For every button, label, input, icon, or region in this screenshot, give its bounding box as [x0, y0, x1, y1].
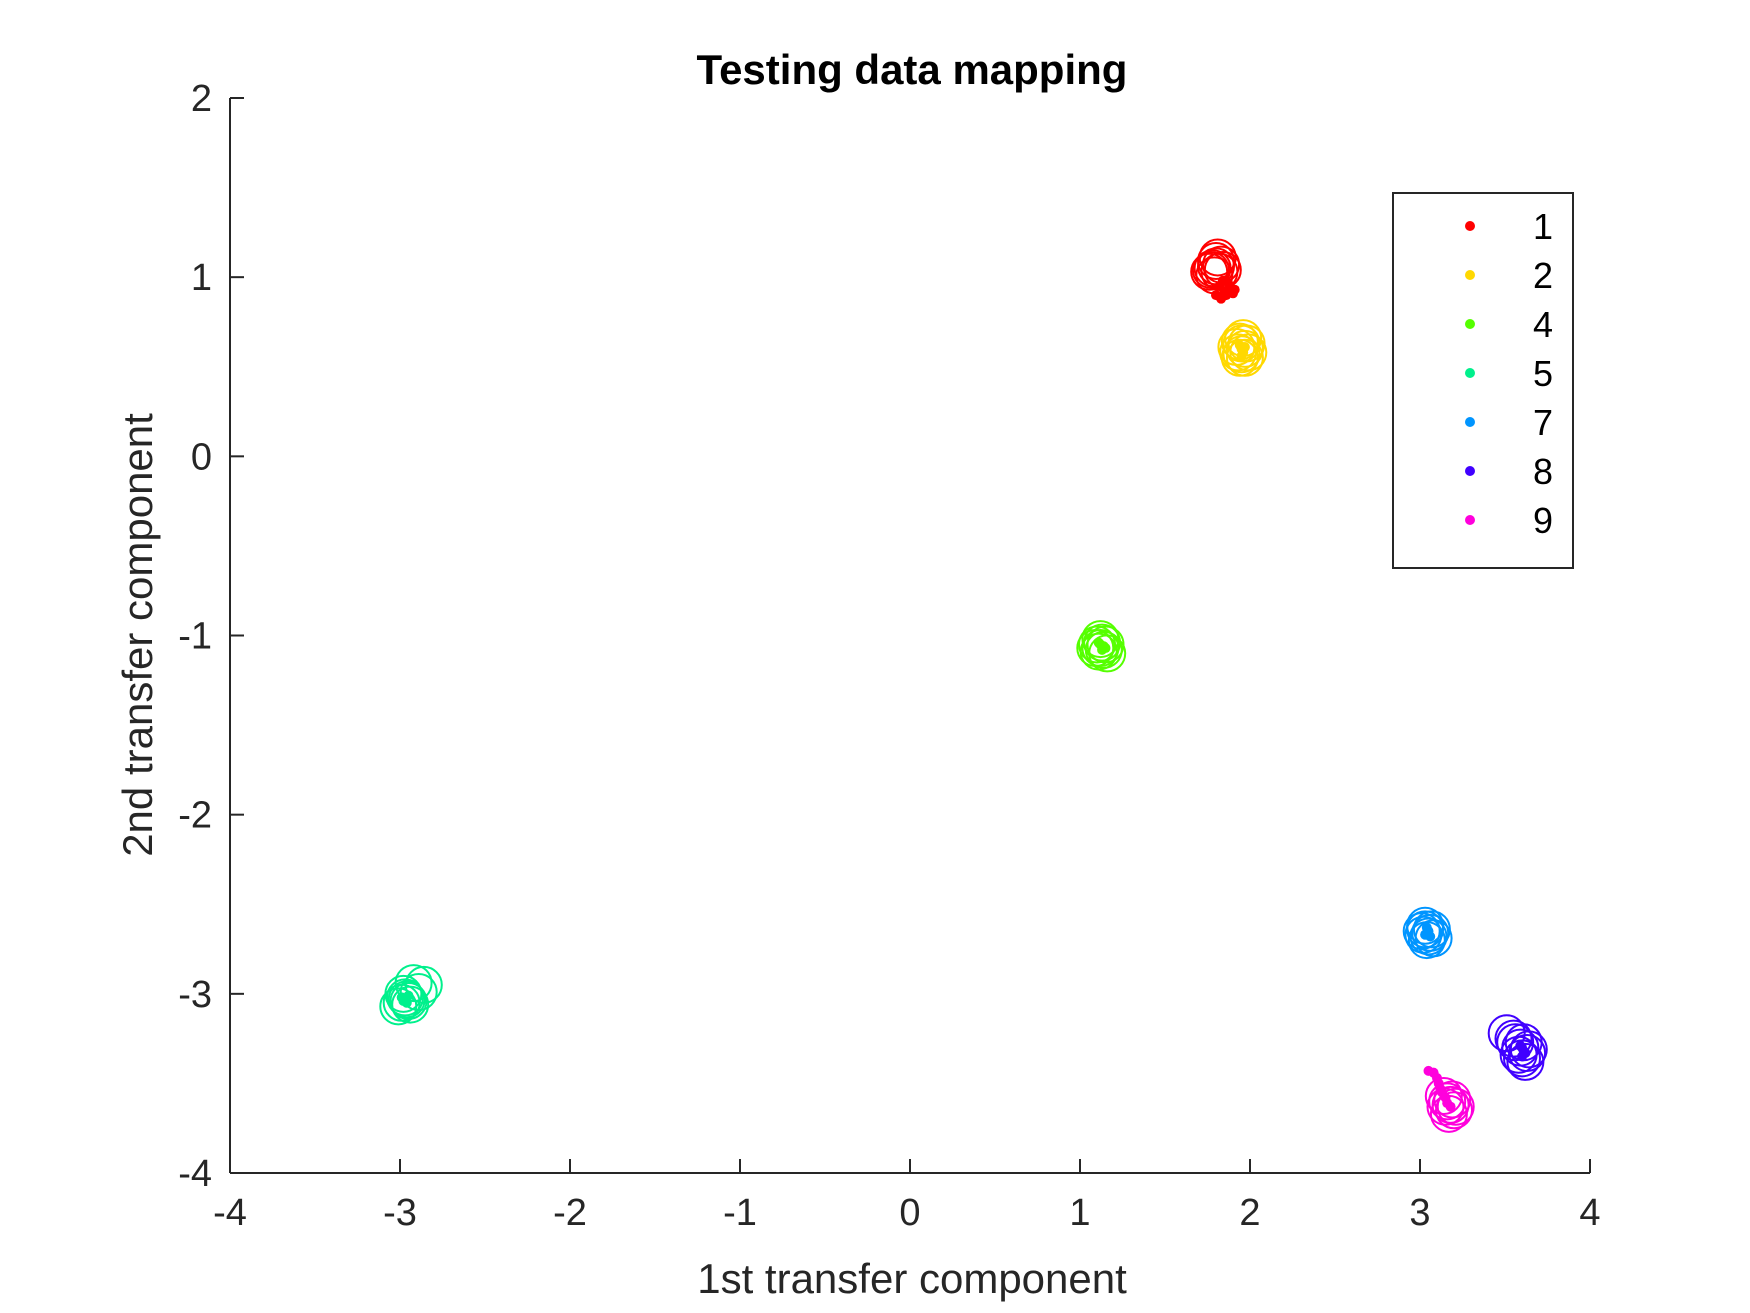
data-point-circle — [1414, 919, 1453, 958]
data-point-circle — [394, 964, 433, 1003]
data-point-circle — [1190, 252, 1229, 291]
legend-marker — [1465, 221, 1475, 231]
legend-marker — [1465, 417, 1475, 427]
data-point-circle — [1225, 338, 1264, 377]
y-tick-label: -4 — [178, 1153, 212, 1195]
data-point-circle — [1222, 335, 1261, 374]
data-point-circle — [391, 985, 430, 1024]
data-point-circle — [1503, 1039, 1541, 1078]
legend-label: 2 — [1533, 255, 1553, 296]
x-tick-label: -2 — [553, 1192, 587, 1234]
data-point-circle — [387, 980, 426, 1019]
x-tick-label: 2 — [1239, 1192, 1260, 1234]
data-point-circle — [1433, 1080, 1472, 1119]
legend[interactable]: 1 2 4 5 7 8 9 — [1392, 192, 1574, 569]
data-point-circle — [1191, 251, 1230, 289]
legend-box — [1392, 192, 1574, 569]
series-9 — [1423, 1065, 1475, 1133]
data-point-dot — [1229, 284, 1240, 295]
data-point-circle — [1436, 1087, 1475, 1126]
legend-item-9[interactable]: 9 — [1465, 500, 1553, 541]
y-axis-label: 2nd transfer component — [114, 413, 161, 857]
data-point-dot — [1515, 1040, 1526, 1051]
data-point-circle — [1487, 1014, 1526, 1053]
data-point-dot — [1221, 290, 1232, 301]
data-point-dot — [398, 996, 409, 1006]
legend-marker — [1465, 515, 1475, 525]
data-point-circle — [1499, 1035, 1538, 1074]
y-tick-label: -2 — [178, 795, 212, 837]
x-tick-label: -3 — [383, 1192, 417, 1234]
legend-item-5[interactable]: 5 — [1465, 353, 1553, 394]
y-tick-label: 0 — [191, 436, 212, 478]
series-8 — [1487, 1014, 1548, 1081]
chart-title: Testing data mapping — [697, 46, 1128, 93]
data-point-dot — [1217, 275, 1228, 286]
series-1 — [1190, 238, 1242, 304]
y-tick-label: 1 — [191, 257, 212, 299]
data-point-circle — [1081, 629, 1120, 668]
data-point-circle — [1409, 917, 1448, 956]
data-point-circle — [384, 974, 423, 1013]
data-point-circle — [1494, 1019, 1533, 1058]
legend-label: 7 — [1533, 402, 1553, 443]
legend-marker — [1465, 368, 1475, 378]
data-point-dot — [1236, 351, 1247, 361]
x-tick-label: 0 — [899, 1192, 920, 1234]
series-5 — [379, 964, 443, 1026]
x-tick-label: -1 — [723, 1192, 757, 1234]
y-tick-label: -1 — [178, 616, 212, 658]
legend-label: 5 — [1533, 353, 1553, 394]
legend-item-1[interactable]: 1 — [1465, 206, 1553, 247]
x-axis-label: 1st transfer component — [697, 1255, 1127, 1302]
x-tick-label: -4 — [213, 1192, 247, 1234]
data-point-dot — [1517, 1051, 1527, 1062]
legend-item-7[interactable]: 7 — [1465, 402, 1553, 443]
data-point-dot — [1425, 931, 1436, 942]
legend-marker — [1465, 270, 1475, 280]
series-4 — [1076, 620, 1127, 673]
legend-item-4[interactable]: 4 — [1465, 304, 1553, 345]
data-point-dot — [1421, 922, 1432, 933]
y-tick-label: -3 — [178, 974, 212, 1016]
data-point-circle — [1435, 1091, 1473, 1130]
data-point-circle — [1088, 634, 1127, 673]
series-7 — [1402, 906, 1453, 960]
legend-label: 8 — [1533, 451, 1553, 492]
legend-label: 4 — [1533, 304, 1553, 345]
plot-area — [379, 238, 1548, 1133]
legend-marker — [1465, 319, 1475, 329]
data-point-dot — [1239, 342, 1250, 353]
data-point-dot — [1445, 1101, 1456, 1112]
x-tick-label: 1 — [1069, 1192, 1090, 1234]
data-point-circle — [1509, 1030, 1548, 1069]
data-point-circle — [1424, 1076, 1463, 1115]
legend-item-8[interactable]: 8 — [1465, 451, 1553, 492]
series-2 — [1217, 319, 1268, 377]
legend-item-2[interactable]: 2 — [1465, 255, 1553, 296]
axes: -4 -3 -2 -1 0 1 2 3 4 2 1 0 -1 -2 -3 -4 — [178, 78, 1600, 1234]
data-point-circle — [1506, 1042, 1545, 1081]
legend-label: 9 — [1533, 500, 1553, 541]
data-point-dot — [1100, 643, 1111, 654]
legend-label: 1 — [1533, 206, 1553, 247]
legend-marker — [1465, 466, 1475, 476]
y-tick-label: 2 — [191, 78, 212, 120]
data-point-circle — [1426, 1087, 1465, 1126]
data-point-circle — [1406, 910, 1445, 949]
x-tick-label: 3 — [1409, 1192, 1430, 1234]
x-tick-label: 4 — [1579, 1192, 1600, 1234]
